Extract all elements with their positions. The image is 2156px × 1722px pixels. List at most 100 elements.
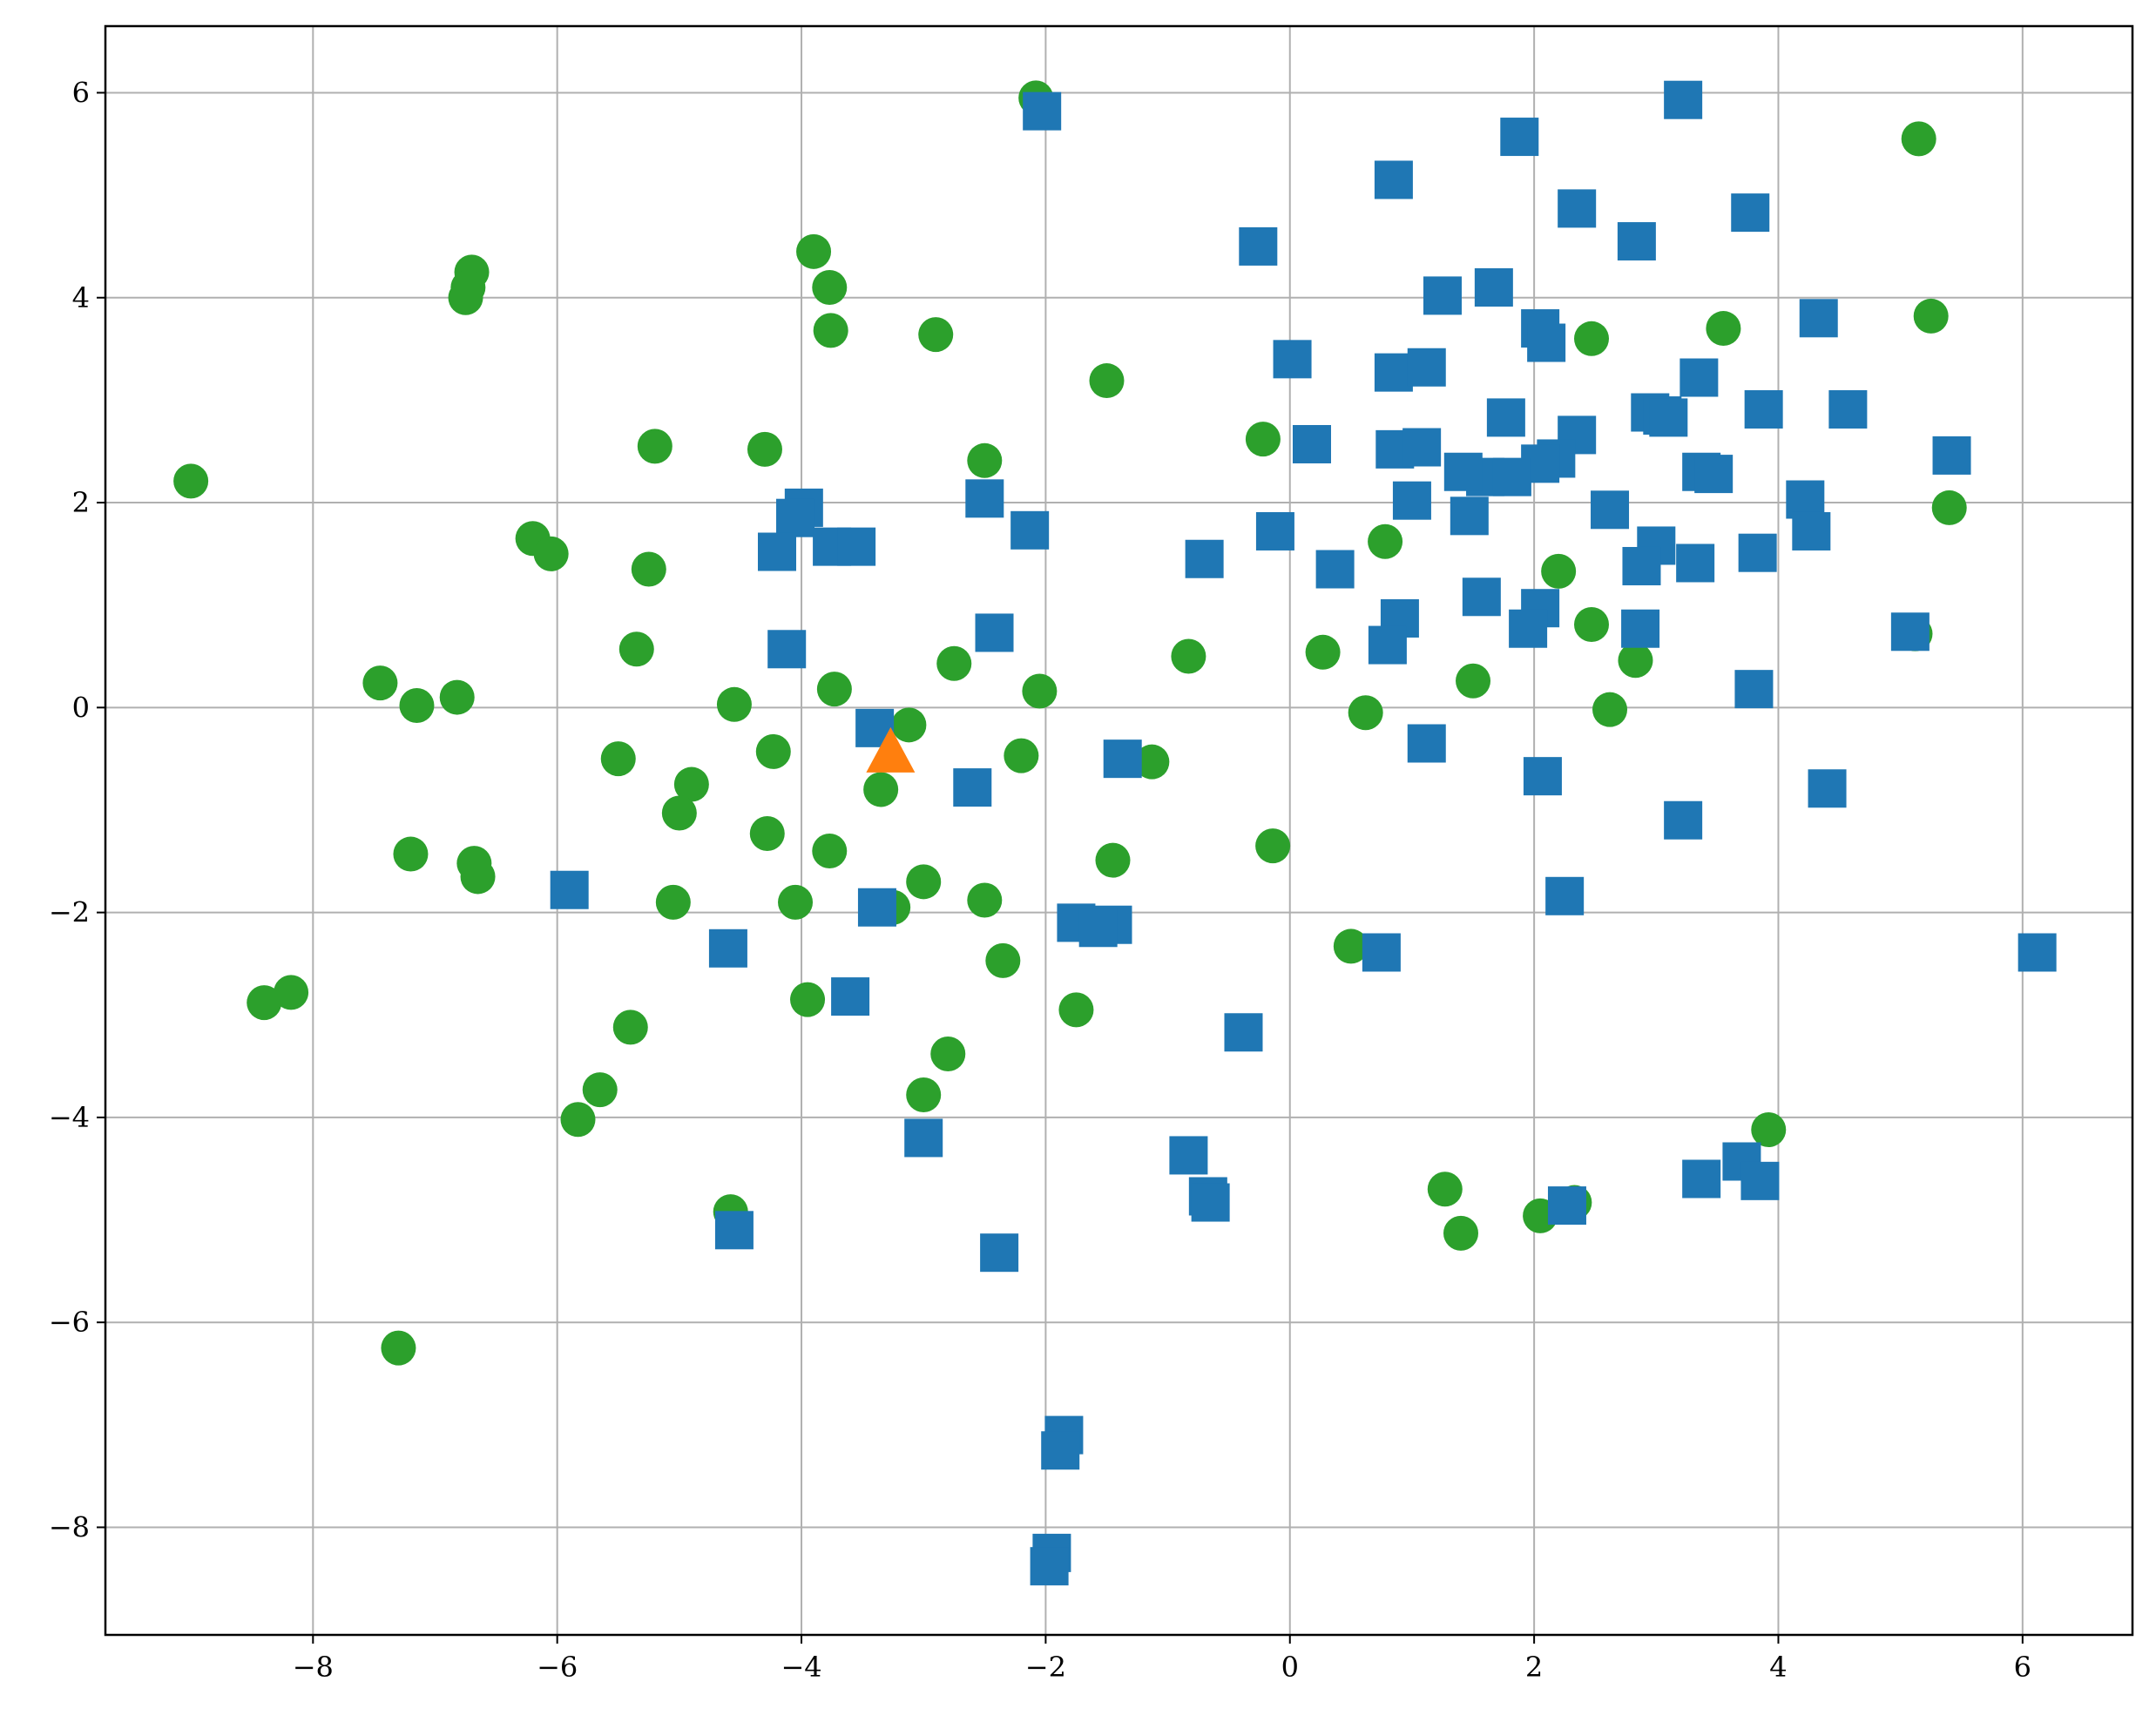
square-point: [1591, 490, 1630, 530]
circle-point: [918, 317, 954, 353]
square-point: [1374, 160, 1413, 199]
square-point: [1041, 1431, 1080, 1470]
square-point: [975, 613, 1014, 652]
circle-point: [1443, 1215, 1479, 1251]
square-point: [857, 888, 896, 927]
square-point: [1547, 1186, 1586, 1226]
circle-point: [778, 884, 814, 920]
circle-point: [967, 882, 1003, 918]
square-point: [1676, 544, 1715, 583]
y-tick-label: 4: [72, 281, 90, 314]
circle-point: [891, 707, 927, 743]
square-point: [1617, 222, 1656, 261]
circle-point: [813, 313, 848, 348]
x-tick-label: −4: [781, 1651, 821, 1684]
x-tick-label: 6: [2014, 1651, 2031, 1684]
square-point: [1273, 340, 1312, 379]
square-point: [714, 1211, 754, 1250]
circle-point: [618, 631, 654, 667]
square-point: [1545, 876, 1585, 915]
square-point: [1030, 1547, 1069, 1586]
square-point: [1103, 739, 1142, 779]
square-point: [953, 768, 992, 807]
grid: [105, 26, 2132, 1635]
circle-point: [1456, 663, 1491, 699]
square-point: [550, 870, 589, 909]
square-point: [1792, 511, 1831, 550]
square-point: [1407, 724, 1446, 763]
square-point: [1486, 398, 1525, 437]
square-point: [1694, 455, 1734, 494]
square-point: [1185, 539, 1224, 578]
circle-point: [936, 645, 972, 681]
square-point: [1474, 267, 1513, 307]
square-point: [1462, 577, 1501, 617]
square-point: [1402, 428, 1442, 467]
circle-point: [1427, 1172, 1463, 1207]
x-tick-label: −8: [293, 1651, 334, 1684]
circle-point: [747, 431, 782, 467]
square-point: [1738, 533, 1777, 572]
circle-point: [381, 1330, 416, 1366]
x-tick-label: 0: [1281, 1651, 1299, 1684]
circle-point: [749, 816, 785, 852]
circle-point: [1022, 673, 1058, 709]
square-point: [708, 929, 747, 968]
circle-point: [1592, 692, 1628, 727]
square-point: [1500, 118, 1539, 157]
circle-point: [173, 463, 209, 499]
circle-point: [362, 665, 398, 701]
square-point: [1799, 299, 1838, 338]
triangle-point: [866, 726, 916, 773]
circle-point: [1171, 638, 1206, 674]
circle-point: [533, 536, 569, 571]
x-tick-label: −6: [537, 1651, 578, 1684]
square-point: [1680, 358, 1719, 397]
circle-point: [930, 1036, 966, 1071]
y-tick-label: −4: [49, 1101, 90, 1134]
circle-point: [755, 733, 791, 769]
square-point: [1423, 276, 1462, 315]
square-point: [1664, 800, 1703, 840]
circle-point: [1058, 992, 1094, 1028]
y-tick-label: −8: [49, 1510, 90, 1543]
axis-ticks: −8 −6 −4 −2 0 2 4 6 −8 −6 −4 −2 0 2 4 6: [49, 76, 2031, 1684]
square-point: [1890, 612, 1930, 652]
square-point: [837, 527, 876, 566]
square-point: [1169, 1136, 1208, 1175]
square-point: [965, 479, 1004, 518]
circle-point: [1931, 490, 1967, 525]
circle-point: [1751, 1112, 1787, 1148]
circle-point: [906, 1077, 942, 1113]
circle-point: [274, 975, 309, 1010]
circle-point: [1255, 828, 1291, 864]
square-point: [1239, 226, 1278, 266]
y-tick-label: 2: [72, 486, 90, 519]
square-point: [1368, 625, 1407, 665]
square-point: [1407, 348, 1446, 387]
square-point: [1558, 189, 1597, 228]
square-point: [1492, 457, 1531, 496]
square-point: [776, 498, 815, 537]
data-points: [173, 80, 2057, 1586]
circle-point: [1134, 744, 1170, 780]
y-tick-label: 6: [72, 76, 90, 109]
square-point: [1622, 546, 1661, 585]
square-point: [1374, 353, 1413, 392]
circle-point: [812, 834, 848, 869]
square-point: [831, 977, 870, 1016]
circle-point: [600, 741, 636, 777]
y-tick-label: −6: [49, 1306, 90, 1339]
square-point: [2017, 933, 2057, 972]
circle-point: [1618, 643, 1653, 679]
circle-point: [1095, 842, 1131, 878]
square-point: [1443, 452, 1483, 491]
square-point: [1224, 1013, 1263, 1052]
square-point: [1450, 496, 1489, 536]
circle-point: [631, 551, 666, 587]
circle-point: [816, 672, 852, 707]
circle-point: [393, 836, 429, 872]
circle-point: [1004, 738, 1039, 773]
circle-point: [637, 429, 672, 464]
